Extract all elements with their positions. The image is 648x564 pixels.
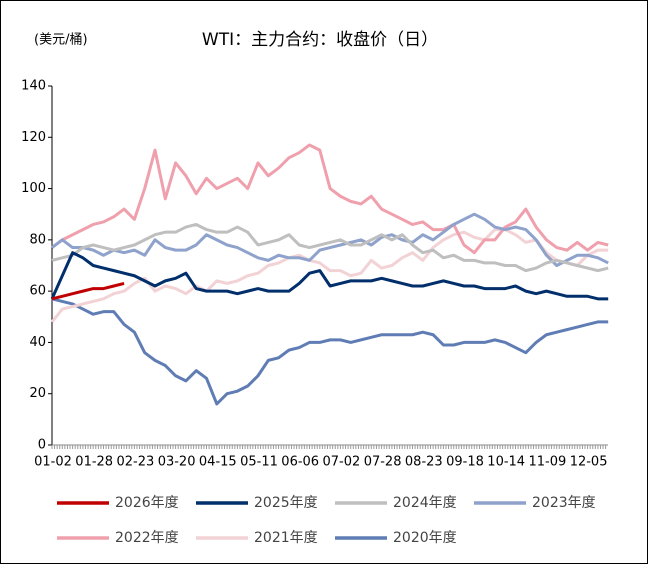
x-tick-label: 09-18 [446, 455, 484, 470]
chart-title: WTI：主力合约：收盘价（日） [202, 30, 438, 50]
legend-label: 2024年度 [393, 495, 457, 511]
y-tick-label: 0 [38, 438, 46, 453]
x-tick-label: 02-23 [117, 455, 155, 470]
series-line [50, 228, 609, 323]
y-tick-label: 80 [29, 232, 46, 247]
y-tick-label: 100 [21, 181, 46, 196]
y-axis-label: (美元/桶) [34, 33, 88, 48]
legend-label: 2022年度 [115, 530, 179, 546]
legend-label: 2026年度 [115, 495, 179, 511]
x-tick-label: 01-28 [75, 455, 113, 470]
y-tick-label: 40 [29, 335, 46, 350]
x-tick-label: 04-15 [199, 455, 237, 470]
x-tick-label: 03-20 [158, 455, 196, 470]
series-line [51, 212, 609, 267]
x-tick-label: 01-02 [34, 455, 72, 470]
series-line [51, 297, 609, 406]
series-line [50, 251, 609, 301]
y-tick-label: 120 [21, 130, 46, 145]
x-tick-label: 06-06 [281, 455, 319, 470]
x-tick-label: 07-02 [323, 455, 361, 470]
x-tick-label: 08-23 [405, 455, 443, 470]
series-line [51, 222, 609, 273]
x-tick-label: 05-11 [240, 455, 278, 470]
x-tick-label: 11-09 [529, 455, 567, 470]
legend-label: 2020年度 [393, 530, 457, 546]
series-line [51, 281, 125, 301]
legend-label: 2023年度 [532, 495, 596, 511]
x-tick-label: 12-05 [570, 455, 608, 470]
legend-label: 2021年度 [254, 530, 318, 546]
series-line [51, 143, 609, 255]
x-tick-label: 10-14 [487, 455, 525, 470]
y-tick-label: 20 [29, 386, 46, 401]
x-tick-label: 07-28 [364, 455, 402, 470]
legend-label: 2025年度 [254, 495, 318, 511]
y-tick-label: 140 [21, 79, 46, 94]
y-tick-label: 60 [29, 284, 46, 299]
